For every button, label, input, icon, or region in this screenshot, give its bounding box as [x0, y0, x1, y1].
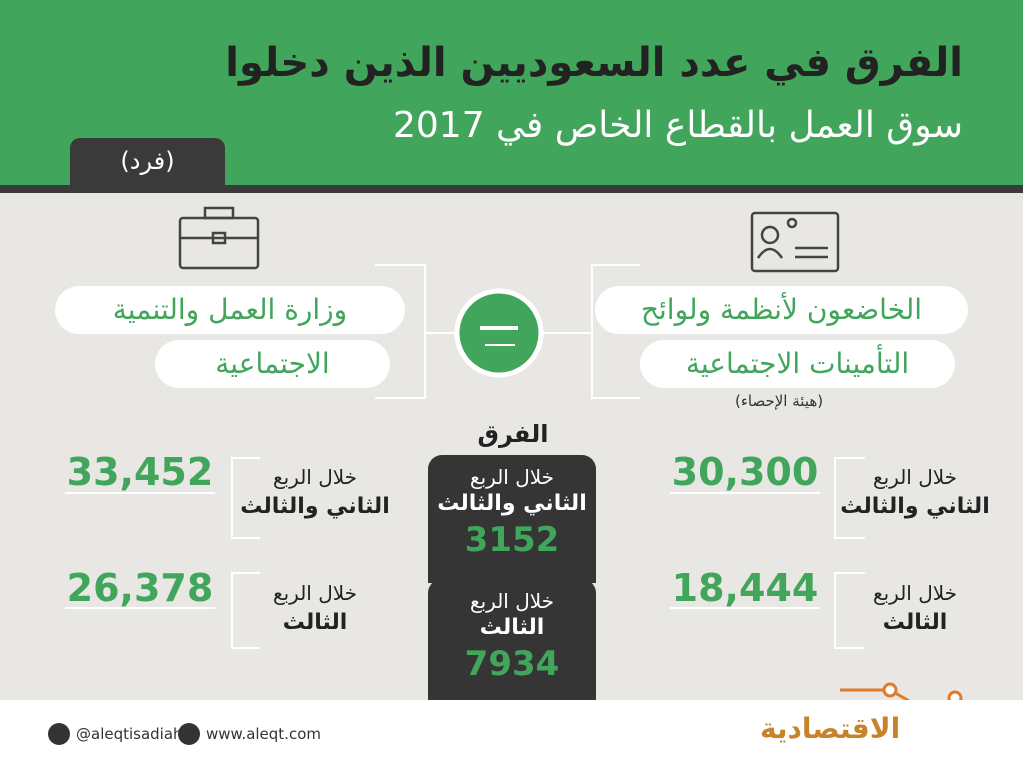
label-line: خلال الربع: [469, 465, 555, 489]
left-heading: وزارة العمل والتنمية: [55, 286, 405, 334]
label-line: الثالث: [479, 615, 545, 640]
twitter-handle: @aleqtisadiah: [76, 725, 183, 743]
label-line: الثالث: [282, 610, 348, 635]
footer: [0, 700, 1023, 768]
label: خلال الربع الثاني والثالث: [835, 462, 995, 522]
divider: [0, 185, 1023, 193]
briefcase-icon: [178, 206, 260, 270]
value: 18,444: [671, 566, 819, 610]
label-line: الثاني والثالث: [240, 494, 390, 519]
label-line: خلال الربع: [469, 589, 555, 613]
value: 33,452: [66, 450, 214, 494]
label-line: الثاني والثالث: [437, 491, 587, 516]
unit-tab: (فرد): [70, 138, 225, 185]
title: الفرق في عدد السعوديين الذين دخلوا: [225, 40, 963, 86]
value: 3152: [464, 520, 560, 560]
logo: الاقتصادية: [760, 712, 901, 745]
label-line: خلال الربع: [272, 581, 358, 605]
label: خلال الربع الثالث: [835, 578, 995, 638]
website: www.aleqt.com: [206, 725, 321, 743]
label-line: خلال الربع: [272, 465, 358, 489]
label: خلال الربع الثاني والثالث: [235, 462, 395, 522]
label-line: الثاني والثالث: [840, 494, 990, 519]
flag-emblem: [454, 288, 544, 378]
right-heading: التأمينات الاجتماعية: [640, 340, 955, 388]
source: (هيئة الإحصاء): [735, 392, 824, 410]
value: 26,378: [66, 566, 214, 610]
value: 7934: [464, 644, 560, 684]
label-line: خلال الربع: [872, 465, 958, 489]
subtitle: سوق العمل بالقطاع الخاص في 2017: [392, 105, 963, 146]
decor: [65, 206, 963, 700]
twitter-icon: [48, 723, 70, 745]
value: 30,300: [671, 450, 819, 494]
id-card-icon: [750, 211, 840, 273]
difference-box: خلال الربع الثالث 7934: [428, 579, 596, 700]
difference-title: الفرق: [477, 420, 549, 448]
label-line: الثالث: [882, 610, 948, 635]
right-heading: الخاضعون لأنظمة ولوائح: [595, 286, 968, 334]
left-heading: الاجتماعية: [155, 340, 390, 388]
difference-box: خلال الربع الثاني والثالث 3152: [428, 455, 596, 583]
web-icon: [178, 723, 200, 745]
label-line: خلال الربع: [872, 581, 958, 605]
label: خلال الربع الثالث: [235, 578, 395, 638]
